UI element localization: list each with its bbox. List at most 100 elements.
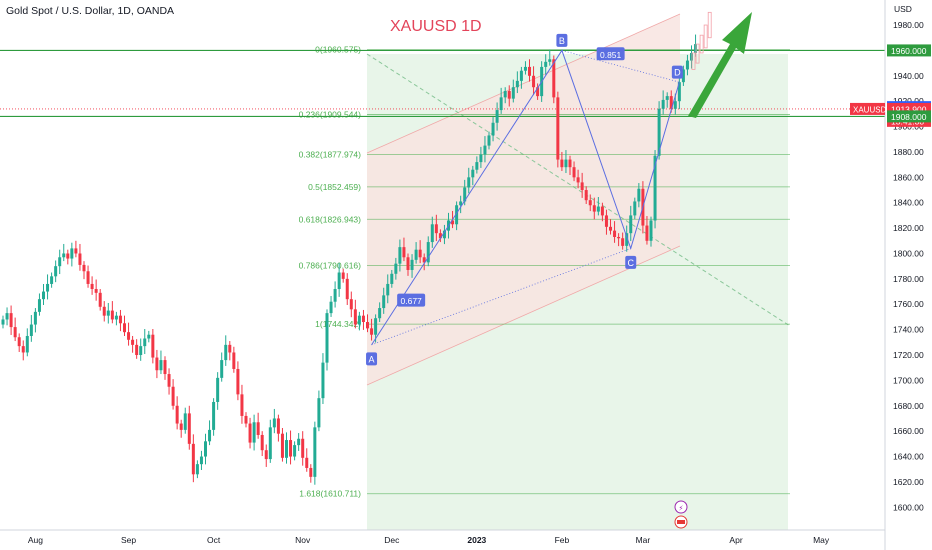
candle-body[interactable] [187, 413, 191, 444]
candle-body[interactable] [317, 398, 321, 428]
candle-body[interactable] [325, 313, 329, 363]
candle-body[interactable] [78, 253, 82, 265]
candle-body[interactable] [532, 75, 536, 88]
candle-body[interactable] [268, 427, 272, 460]
candle-body[interactable] [353, 309, 357, 325]
candle-body[interactable] [143, 338, 147, 347]
candle-body[interactable] [248, 423, 252, 443]
candle-body[interactable] [503, 91, 507, 98]
candle-body[interactable] [511, 87, 515, 99]
candle-body[interactable] [70, 248, 74, 259]
candle-body[interactable] [357, 315, 361, 325]
candle-body[interactable] [321, 362, 325, 399]
candle-body[interactable] [528, 66, 531, 76]
candle-body[interactable] [370, 328, 374, 335]
candle-body[interactable] [345, 278, 349, 300]
candle-body[interactable] [58, 257, 62, 267]
candle-body[interactable] [455, 205, 459, 225]
candle-body[interactable] [568, 159, 572, 168]
price-axis-tag[interactable] [887, 44, 931, 57]
candle-body[interactable] [649, 220, 653, 241]
candle-body[interactable] [673, 101, 677, 109]
candle-body[interactable] [588, 200, 592, 206]
candle-body[interactable] [430, 224, 434, 243]
candle-body[interactable] [171, 386, 175, 406]
candle-body[interactable] [613, 230, 617, 237]
candle-body[interactable] [280, 433, 284, 458]
candle-body[interactable] [252, 422, 256, 443]
candle-body[interactable] [21, 346, 25, 353]
candle-body[interactable] [240, 394, 244, 416]
candle-body[interactable] [483, 145, 487, 155]
candle-body[interactable] [544, 61, 548, 67]
candle-body[interactable] [617, 236, 621, 239]
candle-body[interactable] [159, 360, 163, 371]
candle-body[interactable] [382, 295, 386, 309]
candle-body[interactable] [661, 99, 665, 109]
candle-body[interactable] [232, 352, 236, 369]
candle-body[interactable] [244, 415, 248, 424]
candle-body[interactable] [62, 253, 66, 258]
candle-body[interactable] [102, 306, 106, 316]
candle-body[interactable] [90, 283, 94, 290]
candle-body[interactable] [183, 413, 187, 430]
candle-body[interactable] [212, 401, 216, 430]
candle-body[interactable] [333, 289, 337, 302]
candle-body[interactable] [276, 418, 280, 434]
candle-body[interactable] [131, 339, 135, 345]
price-axis-tag[interactable] [887, 110, 931, 123]
candle-body[interactable] [260, 434, 264, 451]
candle-body[interactable] [491, 122, 495, 136]
candle-body[interactable] [637, 188, 641, 202]
candle-body[interactable] [422, 257, 426, 263]
candle-body[interactable] [657, 108, 661, 156]
candle-body[interactable] [410, 259, 414, 270]
candle-body[interactable] [114, 315, 118, 320]
candle-body[interactable] [66, 253, 70, 259]
candle-body[interactable] [463, 187, 467, 202]
candle-body[interactable] [645, 225, 649, 241]
candle-body[interactable] [629, 215, 633, 234]
candle-body[interactable] [548, 59, 552, 62]
candle-body[interactable] [580, 182, 584, 191]
candle-body[interactable] [609, 226, 612, 231]
candle-body[interactable] [285, 440, 288, 458]
candle-body[interactable] [584, 190, 588, 201]
candle-body[interactable] [536, 87, 540, 97]
candle-body[interactable] [82, 264, 86, 272]
candle-body[interactable] [414, 249, 418, 260]
candle-body[interactable] [147, 334, 151, 339]
candle-body[interactable] [390, 273, 394, 284]
candle-body[interactable] [195, 464, 199, 475]
candle-body[interactable] [127, 332, 131, 340]
candle-body[interactable] [690, 52, 693, 61]
candle-body[interactable] [434, 224, 438, 234]
candle-body[interactable] [155, 357, 159, 371]
candle-body[interactable] [467, 177, 471, 188]
candle-body[interactable] [572, 167, 576, 178]
candle-body[interactable] [264, 450, 268, 460]
candle-body[interactable] [349, 299, 353, 310]
candle-body[interactable] [301, 438, 305, 458]
candle-body[interactable] [459, 201, 463, 206]
candle-body[interactable] [297, 438, 301, 446]
candle-body[interactable] [394, 263, 398, 274]
candle-body[interactable] [42, 291, 45, 300]
candle-body[interactable] [406, 257, 410, 270]
candle-body[interactable] [681, 69, 685, 83]
candle-body[interactable] [216, 377, 220, 402]
candle-body[interactable] [604, 215, 608, 227]
candle-body[interactable] [25, 335, 29, 353]
candle-body[interactable] [179, 423, 183, 430]
candle-body[interactable] [110, 310, 114, 320]
candle-body[interactable] [669, 96, 673, 109]
candle-body[interactable] [633, 201, 637, 216]
candle-body[interactable] [442, 230, 446, 239]
candle-body[interactable] [208, 429, 212, 442]
candle-body[interactable] [305, 457, 309, 468]
candle-body[interactable] [1, 319, 5, 325]
candle-body[interactable] [523, 66, 527, 71]
candle-body[interactable] [106, 310, 110, 316]
abcd-point-badge[interactable] [671, 65, 683, 79]
